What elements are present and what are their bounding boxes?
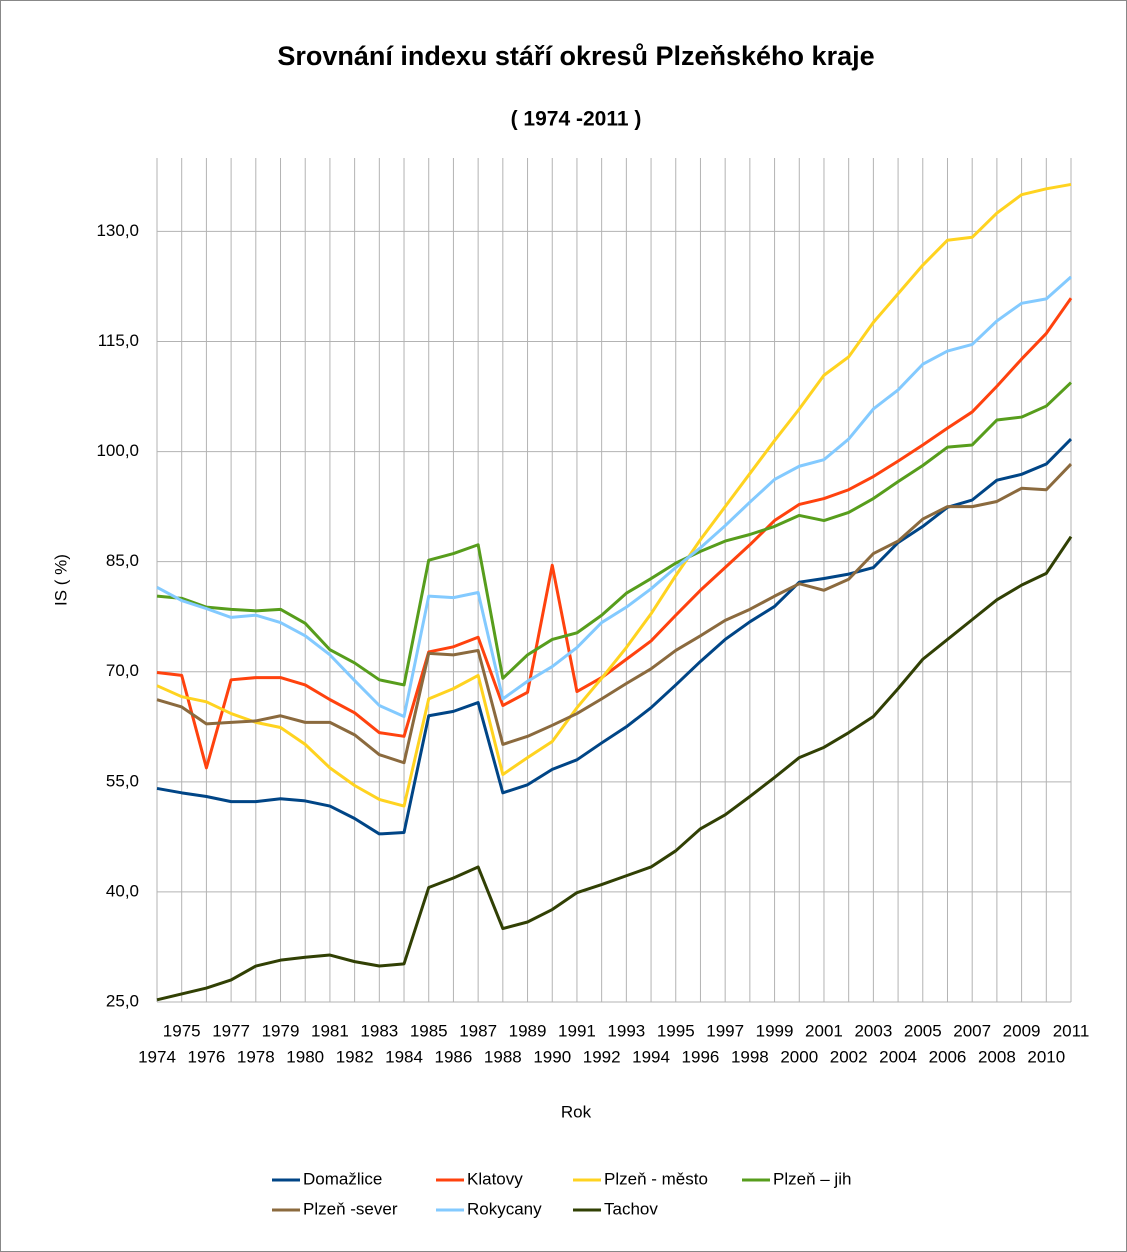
x-tick-label: 1977 [212,1021,250,1040]
x-tick-label: 1979 [262,1021,300,1040]
x-tick-label: 1995 [657,1021,695,1040]
x-tick-label: 2008 [978,1047,1016,1066]
x-tick-label: 1985 [410,1021,448,1040]
series-line [156,275,1072,719]
x-tick-label: 1998 [731,1047,769,1066]
y-tick-label: 70,0 [106,661,139,680]
y-tick-label: 40,0 [106,881,139,900]
x-tick-label: 2001 [805,1021,843,1040]
legend-label: Tachov [604,1199,658,1218]
series-line [156,535,1073,1002]
legend-label: Klatovy [467,1169,523,1188]
x-tick-label: 1989 [509,1021,547,1040]
y-tick-label: 25,0 [106,991,139,1010]
x-tick-label: 1997 [706,1021,744,1040]
legend-label: Plzeň - město [604,1169,708,1188]
x-tick-label: 1990 [533,1047,571,1066]
y-tick-label: 55,0 [106,771,139,790]
x-tick-label: 2005 [904,1021,942,1040]
x-tick-label: 1993 [607,1021,645,1040]
x-tick-label: 1982 [336,1047,374,1066]
series-line [156,438,1073,836]
legend-label: Plzeň -sever [303,1199,398,1218]
x-tick-label: 2006 [929,1047,967,1066]
x-tick-label: 1996 [682,1047,720,1066]
x-tick-label: 2002 [830,1047,868,1066]
series-line [156,182,1072,808]
x-tick-label: 2007 [953,1021,991,1040]
x-tick-label: 2004 [879,1047,917,1066]
x-axis-label: Rok [561,1102,592,1121]
series-line [156,381,1073,687]
x-tick-label: 1974 [138,1047,176,1066]
x-tick-label: 2003 [854,1021,892,1040]
x-tick-label: 1986 [435,1047,473,1066]
x-tick-label: 1975 [163,1021,201,1040]
x-tick-label: 1980 [286,1047,324,1066]
legend-label: Rokycany [467,1199,542,1218]
x-tick-label: 1991 [558,1021,596,1040]
x-tick-label: 1981 [311,1021,349,1040]
y-axis-label: IS ( %) [51,554,70,606]
x-tick-label: 1999 [756,1021,794,1040]
legend-label: Plzeň – jih [773,1169,851,1188]
x-tick-label: 2000 [780,1047,818,1066]
x-tick-label: 1992 [583,1047,621,1066]
x-tick-label: 1976 [187,1047,225,1066]
chart-subtitle: ( 1974 -2011 ) [511,108,642,131]
y-tick-label: 100,0 [96,441,139,460]
x-tick-label: 2010 [1027,1047,1065,1066]
y-tick-label: 115,0 [98,331,139,350]
x-tick-label: 2009 [1003,1021,1041,1040]
x-tick-label: 1984 [385,1047,423,1066]
x-tick-label: 1988 [484,1047,522,1066]
x-tick-label: 2011 [1053,1021,1090,1040]
legend-label: Domažlice [303,1169,382,1188]
x-tick-label: 1987 [459,1021,497,1040]
x-tick-label: 1994 [632,1047,670,1066]
series-line [156,463,1073,765]
y-tick-label: 85,0 [106,551,139,570]
x-tick-label: 1978 [237,1047,275,1066]
y-tick-label: 130,0 [96,221,139,240]
chart-title: Srovnání indexu stáří okresů Plzeňského … [277,41,874,71]
series-line [156,297,1073,770]
x-tick-label: 1983 [360,1021,398,1040]
